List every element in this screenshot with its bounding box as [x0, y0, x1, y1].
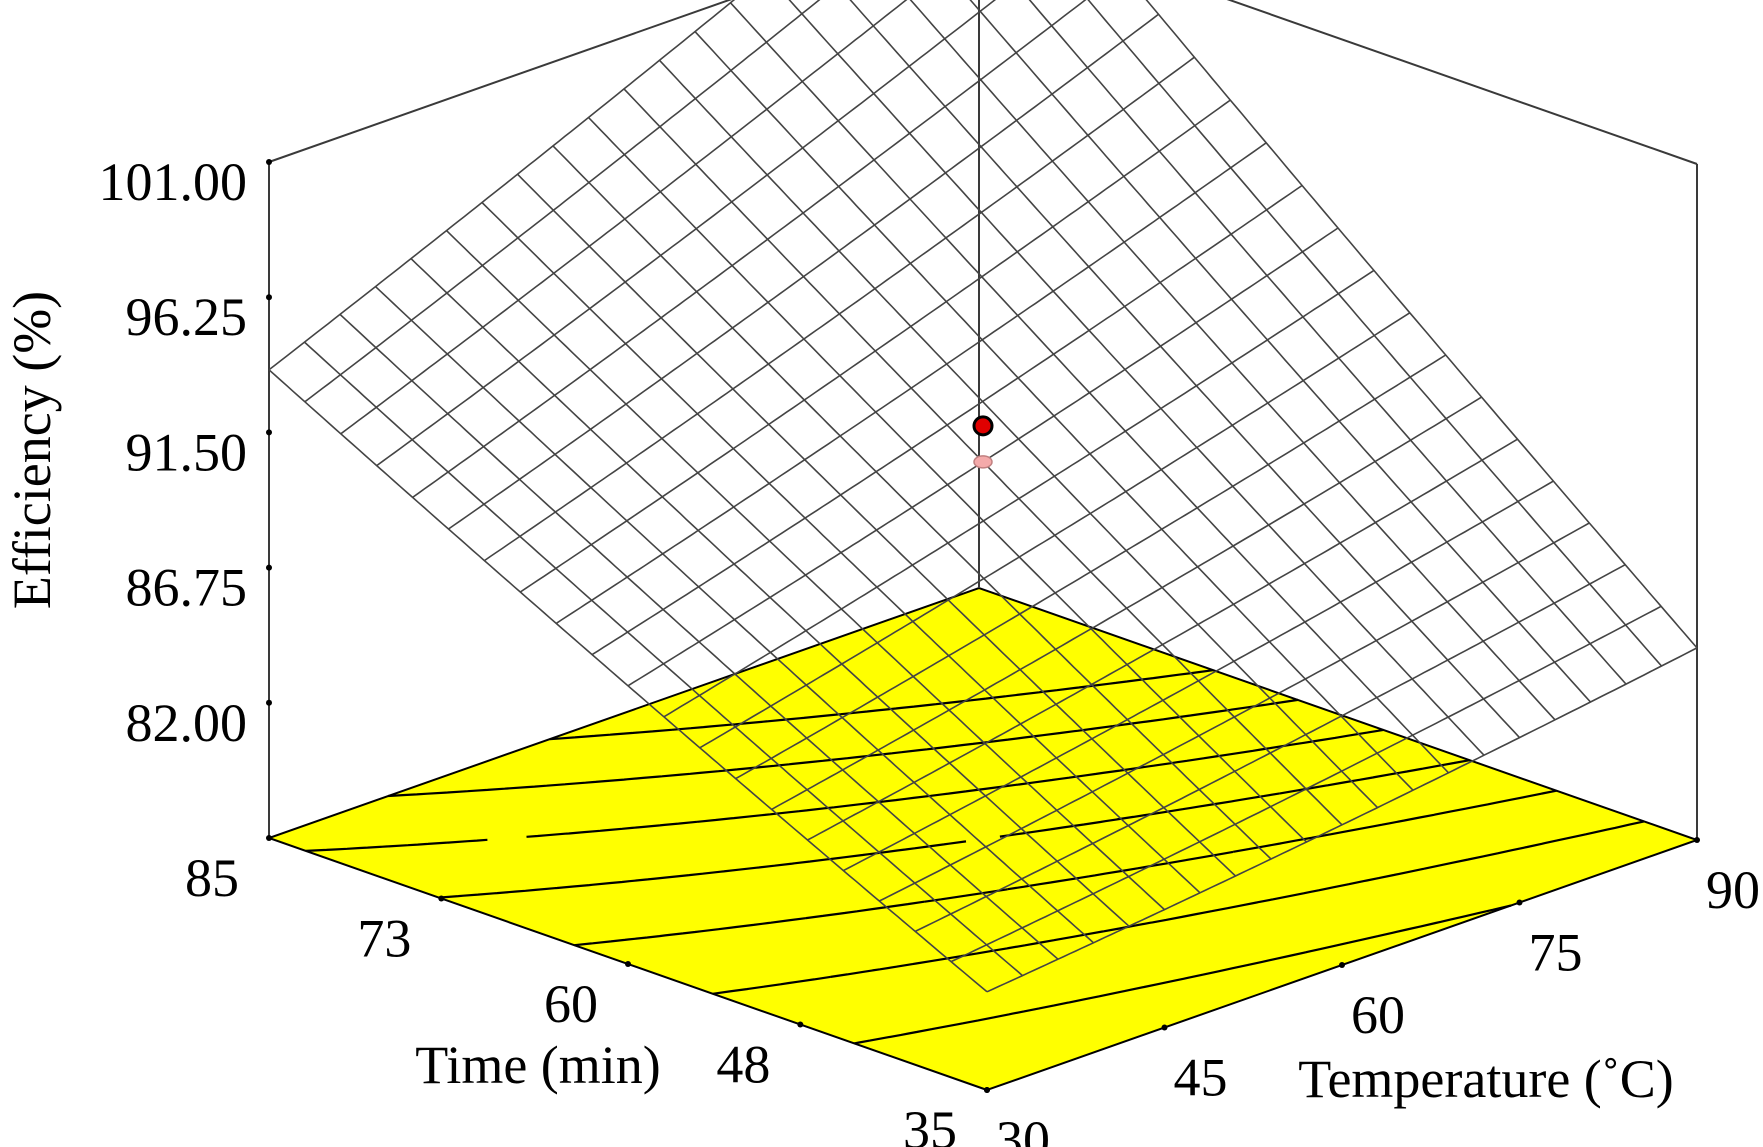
z-tick-3 [266, 564, 272, 571]
time-axis-title: Time (min) [415, 1035, 661, 1095]
mesh-line-temp-4 [410, 258, 1130, 927]
temperature-axis-title: Temperature (˚C) [1298, 1049, 1674, 1109]
temp-tick-2 [1339, 962, 1345, 968]
z-tick-4 [266, 699, 272, 706]
mesh-line-temp-13 [729, 2, 1450, 774]
mesh-line-temp-20 [1145, 0, 1698, 649]
contour-line-4 [574, 789, 1557, 947]
box-edge-top-right [1226, 0, 1698, 165]
temp-tick-0 [984, 1087, 990, 1093]
time-tick-label-3: 48 [716, 1034, 770, 1094]
mesh-line-temp-7 [516, 173, 1237, 877]
contour-line-2 [853, 904, 1512, 1045]
temp-tick-4 [1694, 837, 1700, 843]
time-tick-label-2: 60 [544, 974, 598, 1034]
temp-tick-label-0: 30 [996, 1110, 1050, 1147]
mesh-line-temp-8 [552, 145, 1272, 860]
surface-mesh [268, 0, 1698, 993]
contour-line-7 [388, 698, 1299, 798]
mesh-line-temp-0 [268, 369, 988, 993]
center-points [972, 415, 994, 469]
floor-contours [305, 669, 1645, 1045]
contour-line-5 [438, 759, 1470, 899]
z-tick-label-0: 101.00 [99, 152, 248, 212]
floor-plane [265, 586, 1701, 1092]
mesh-line-temp-16 [909, 0, 1556, 721]
mesh-line-time-20 [268, 0, 736, 371]
z-tick-1 [266, 294, 272, 301]
temp-tick-label-4: 90 [1706, 860, 1760, 920]
time-tick-2 [625, 961, 631, 967]
temp-tick-label-2: 60 [1351, 985, 1405, 1045]
mesh-line-temp-9 [587, 116, 1308, 843]
mesh-line-temp-15 [849, 0, 1521, 739]
temp-tick-3 [1516, 899, 1523, 906]
z-tick-0 [266, 159, 272, 165]
mesh-line-temp-18 [1028, 0, 1627, 685]
mesh-line-temp-17 [969, 0, 1592, 703]
z-tick-label-4: 82.00 [126, 693, 248, 753]
mesh-line-temp-1 [303, 341, 1024, 977]
mesh-line-temp-11 [658, 59, 1379, 809]
z-tick-label-1: 96.25 [126, 287, 248, 347]
mesh-line-temp-12 [694, 31, 1414, 791]
center-point-above [972, 415, 994, 437]
z-tick-2 [266, 429, 272, 436]
time-tick-label-1: 73 [357, 908, 411, 968]
mesh-line-time-13 [519, 99, 1231, 593]
time-tick-3 [797, 1021, 804, 1028]
time-tick-label-4: 35 [903, 1100, 957, 1147]
mesh-line-temp-14 [788, 0, 1485, 756]
floor-layer [265, 586, 1701, 1092]
axis-ticks [266, 159, 1700, 1093]
mesh-line-temp-5 [445, 230, 1166, 911]
mesh-line-temp-6 [481, 201, 1201, 894]
temp-tick-label-1: 45 [1174, 1048, 1228, 1108]
mesh-line-time-11 [591, 184, 1303, 656]
mesh-line-temp-19 [1087, 0, 1663, 667]
time-tick-0 [266, 835, 272, 841]
mesh-line-temp-3 [374, 286, 1095, 944]
z-tick-label-3: 86.75 [126, 558, 248, 618]
z-axis-title: Efficiency (%) [2, 291, 62, 609]
time-tick-1 [438, 895, 445, 902]
box-edge-top-left [268, 0, 733, 163]
z-tick-label-2: 91.50 [126, 422, 248, 482]
temp-tick-1 [1161, 1024, 1168, 1031]
mesh-line-time-18 [340, 0, 908, 435]
temp-tick-label-3: 75 [1529, 923, 1583, 983]
time-tick-label-0: 85 [185, 848, 239, 908]
mesh-line-temp-2 [339, 313, 1059, 960]
mesh-line-time-12 [555, 142, 1267, 625]
tick-labels: 101.00 96.25 91.50 86.75 82.00 85 73 60 48 35 30 45… [99, 152, 1761, 1147]
contour-line-6 [305, 728, 1384, 852]
center-point-below [973, 455, 993, 469]
bounding-box [268, 0, 1698, 840]
